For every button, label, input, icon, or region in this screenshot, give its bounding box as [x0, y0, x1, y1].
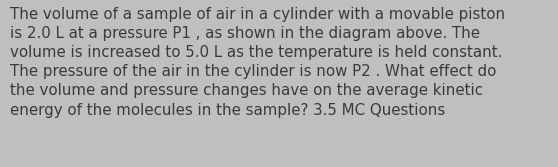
Text: The volume of a sample of air in a cylinder with a movable piston
is 2.0 L at a : The volume of a sample of air in a cylin… [10, 7, 505, 118]
